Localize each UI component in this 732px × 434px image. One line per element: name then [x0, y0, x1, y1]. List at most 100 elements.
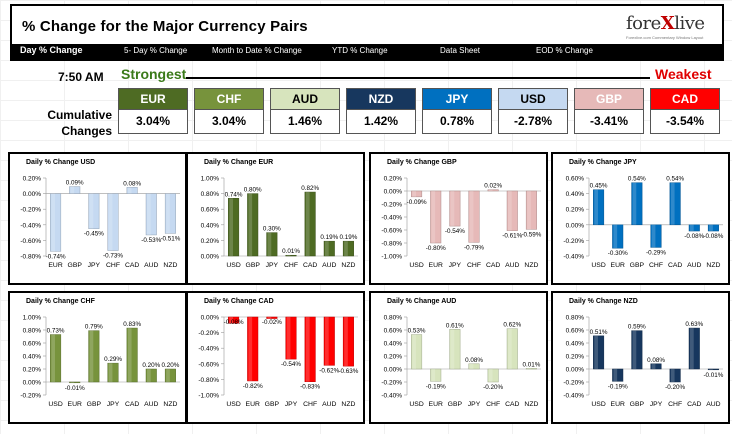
- bar-chart: 0.20% 0.00% -0.20% -0.40% -0.60% -0.80% -1.00%…: [381, 176, 541, 270]
- y-tick-label: 0.20%: [23, 367, 42, 374]
- bar-eur: [612, 368, 624, 382]
- bar-usd: [228, 316, 240, 324]
- nav-month-to-date-change[interactable]: Month to Date % Change: [212, 46, 302, 55]
- nav-eod-change[interactable]: EOD % Change: [536, 46, 593, 55]
- bar-nzd: [342, 240, 354, 257]
- bar-eur: [612, 224, 624, 249]
- logo-wordmark: foreXlive: [626, 13, 705, 34]
- currency-card-cad: CAD -3.54%: [650, 88, 720, 136]
- y-tick-label: -0.20%: [381, 202, 402, 209]
- nav-data-sheet[interactable]: Data Sheet: [440, 46, 481, 55]
- x-tick-label: EUR: [48, 262, 62, 269]
- x-tick-label: JPY: [449, 262, 462, 269]
- y-tick-label: 0.60%: [384, 328, 403, 335]
- bar-highlight: [305, 192, 310, 256]
- currency-card-chf: CHF 3.04%: [194, 88, 264, 136]
- bar-highlight: [51, 193, 55, 252]
- chart-title: Daily % Change CAD: [204, 298, 274, 305]
- x-tick-label: CAD: [125, 262, 139, 269]
- bar-highlight: [147, 369, 151, 382]
- x-tick-label: CAD: [668, 262, 682, 269]
- currency-card-nzd: NZD 1.42%: [346, 88, 416, 136]
- currency-card-jpy: JPY 0.78%: [422, 88, 492, 136]
- bar-nzd: [164, 193, 176, 234]
- y-tick-label: -0.80%: [20, 254, 41, 261]
- bar-aud: [688, 224, 700, 232]
- bar-usd: [411, 190, 423, 198]
- data-label: -0.79%: [464, 244, 484, 251]
- bar-chart: 0.20% 0.00% -0.20% -0.40% -0.60% -0.80% -0.74%…: [20, 176, 180, 270]
- data-label: 0.45%: [590, 183, 608, 190]
- bar-gbp: [69, 186, 81, 194]
- bar-eur: [50, 193, 62, 252]
- x-tick-label: CAD: [486, 262, 500, 269]
- data-label: -0.01%: [65, 385, 85, 392]
- bar-highlight: [344, 241, 348, 256]
- y-tick-label: 0.80%: [566, 315, 585, 322]
- x-tick-label: JPY: [266, 262, 279, 269]
- y-tick-label: 0.40%: [566, 191, 585, 198]
- currency-code: CAD: [650, 88, 720, 110]
- chart-title: Daily % Change AUD: [387, 298, 457, 305]
- bar-aud: [506, 190, 518, 231]
- nav-ytd-change[interactable]: YTD % Change: [332, 46, 388, 55]
- bar-usd: [593, 335, 605, 370]
- y-tick-label: 0.00%: [384, 189, 403, 196]
- y-tick-label: 0.60%: [23, 341, 42, 348]
- y-tick-label: -0.20%: [563, 380, 584, 387]
- bar-highlight: [594, 335, 598, 369]
- data-label: -0.01%: [703, 372, 723, 379]
- data-label: 0.80%: [244, 187, 262, 194]
- data-label: -0.74%: [46, 253, 66, 260]
- x-tick-label: NZD: [163, 262, 177, 269]
- bar-highlight: [488, 189, 493, 191]
- data-label: 0.63%: [685, 321, 703, 328]
- x-tick-label: CHF: [486, 401, 500, 408]
- bar-jpy: [266, 232, 278, 257]
- y-tick-label: -1.00%: [198, 393, 219, 400]
- bar-chart: 1.00% 0.80% 0.60% 0.40% 0.20% 0.00% 0.74% USD 0.…: [201, 176, 358, 269]
- bar-highlight: [229, 317, 233, 324]
- strongest-label: Strongest: [121, 66, 187, 82]
- y-tick-label: -1.00%: [381, 254, 402, 261]
- y-tick-label: -0.60%: [198, 361, 219, 368]
- y-tick-label: 0.60%: [566, 328, 585, 335]
- y-tick-label: 0.20%: [384, 354, 403, 361]
- y-tick-label: 0.00%: [566, 367, 585, 374]
- data-label: -0.59%: [521, 231, 541, 238]
- x-tick-label: NZD: [524, 262, 538, 269]
- bar-highlight: [450, 329, 455, 369]
- x-tick-label: USD: [226, 401, 240, 408]
- bar-highlight: [286, 255, 291, 257]
- chart-panel-usd: Daily % Change USD 0.20% 0.00% -0.20% -0.40…: [8, 152, 187, 285]
- y-tick-label: 0.60%: [201, 207, 220, 214]
- data-label: -0.02%: [262, 319, 282, 326]
- bar-gbp: [631, 182, 643, 226]
- nav-5day-change[interactable]: 5- Day % Change: [124, 46, 188, 55]
- bar-jpy: [449, 190, 461, 227]
- weakest-label: Weakest: [655, 66, 712, 82]
- bar-highlight: [108, 193, 113, 251]
- data-label: -0.51%: [160, 235, 180, 242]
- bar-cad: [506, 328, 518, 370]
- x-tick-label: AUD: [144, 262, 158, 269]
- y-tick-label: 1.00%: [23, 315, 42, 322]
- bar-highlight: [51, 334, 55, 382]
- bar-aud: [707, 368, 719, 371]
- data-label: 0.20%: [142, 362, 160, 369]
- chart-title: Daily % Change GBP: [387, 159, 457, 166]
- bar-chf: [285, 254, 297, 257]
- bar-highlight: [286, 317, 291, 360]
- nav-day-change[interactable]: Day % Change: [20, 45, 83, 55]
- x-tick-label: GBP: [448, 401, 463, 408]
- bar-aud: [323, 316, 335, 366]
- data-label: -0.82%: [243, 383, 263, 390]
- bar-highlight: [508, 328, 512, 369]
- x-tick-label: JPY: [107, 401, 120, 408]
- bar-highlight: [166, 369, 170, 382]
- x-tick-label: JPY: [285, 401, 298, 408]
- bar-chart: 1.00% 0.80% 0.60% 0.40% 0.20% 0.00% -0.20% 0.73…: [20, 315, 180, 408]
- bar-highlight: [70, 186, 75, 194]
- y-tick-label: 0.80%: [23, 328, 42, 335]
- x-tick-label: CHF: [668, 401, 682, 408]
